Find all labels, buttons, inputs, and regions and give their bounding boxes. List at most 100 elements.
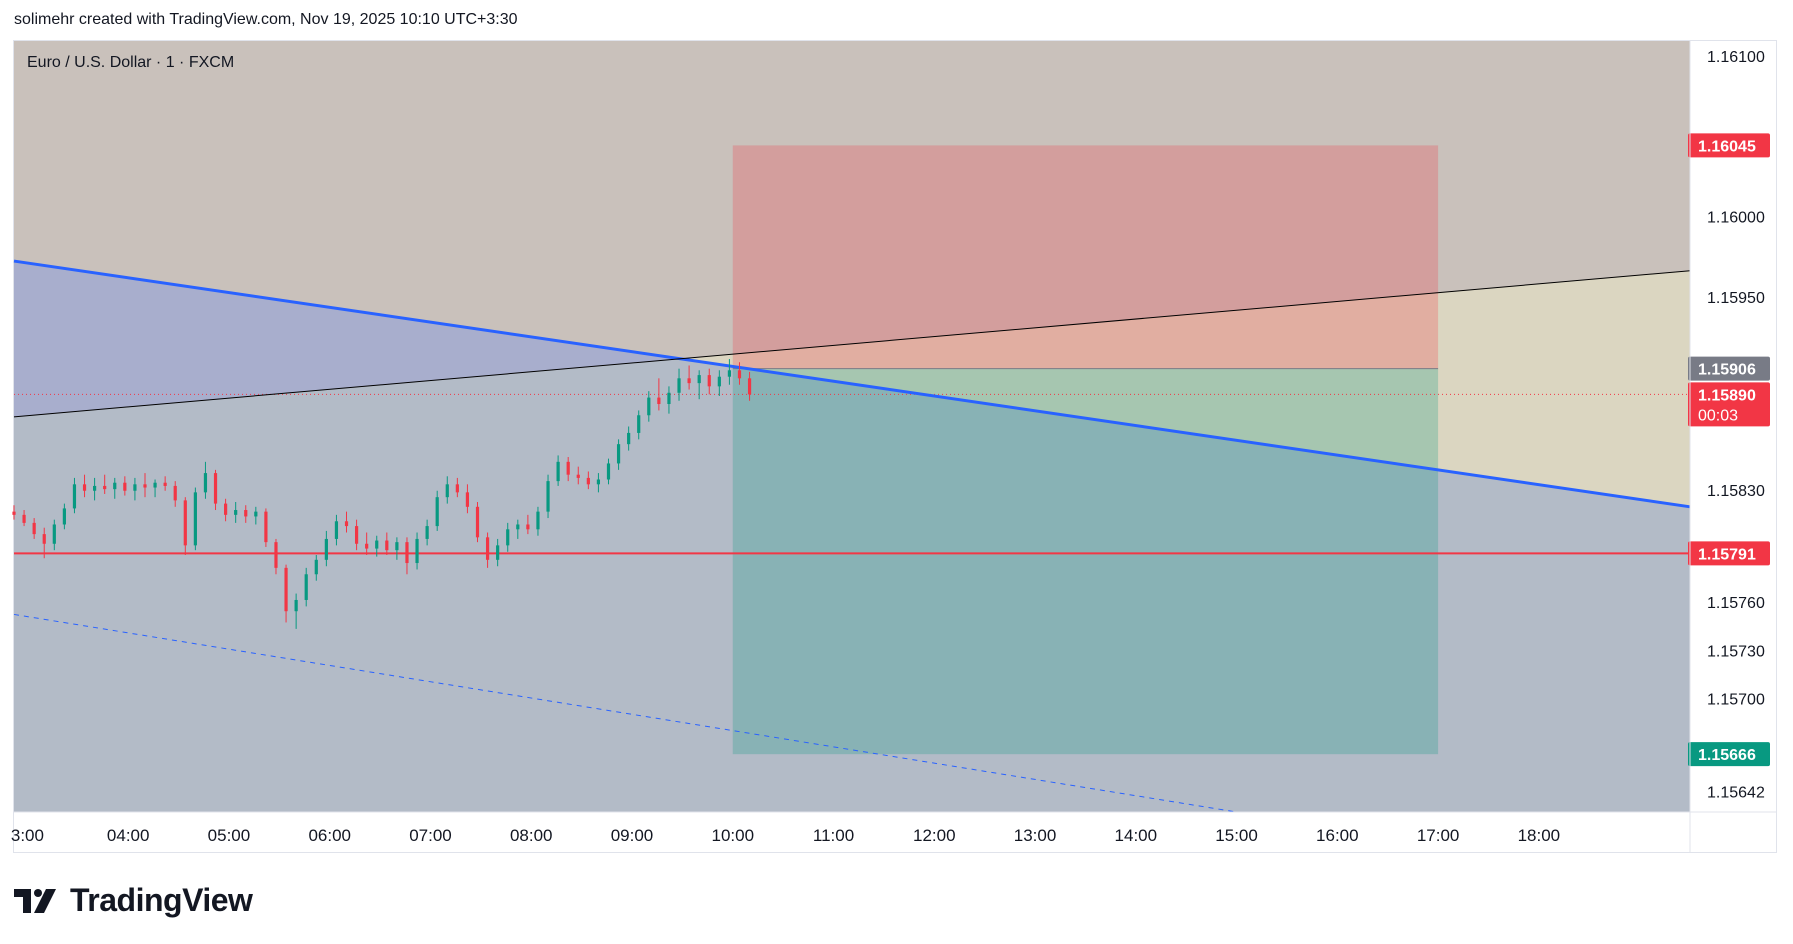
candle-body (747, 378, 752, 395)
time-tick-label: 05:00 (208, 826, 251, 845)
candle-body (72, 484, 77, 509)
candle-body (143, 484, 147, 488)
candle (425, 519, 429, 546)
candle (254, 506, 258, 525)
candle (586, 471, 590, 490)
dashed-parallel (13, 613, 1237, 813)
price-tick-label: 1.16100 (1707, 49, 1765, 66)
candle (153, 479, 157, 498)
candle-body (123, 482, 127, 491)
candle-body (556, 461, 560, 482)
stop-loss-zone (732, 145, 1439, 369)
candle-body (586, 477, 590, 485)
candle (103, 474, 107, 494)
candle-body (163, 482, 167, 486)
candle (697, 370, 701, 400)
time-tick-label: 13:00 (1014, 826, 1057, 845)
time-tick-label: 17:00 (1417, 826, 1460, 845)
candle-body (32, 522, 36, 535)
candle-body (546, 481, 550, 512)
symbol-legend[interactable]: Euro / U.S. Dollar · 1 · FXCM (27, 54, 235, 71)
candle (234, 501, 238, 523)
price-axis-badge-value: 1.15791 (1698, 546, 1756, 563)
candle (93, 477, 97, 501)
candle-body (445, 484, 449, 498)
price-axis-badge-bg (1688, 356, 1770, 381)
chart-frame (13, 40, 1777, 853)
candle (173, 481, 177, 507)
candle (123, 476, 127, 496)
candle-body (516, 524, 520, 530)
candle-body (274, 542, 278, 568)
lower-zone (14, 261, 1690, 812)
candle-body (677, 378, 681, 393)
candle (637, 410, 641, 440)
candle (445, 476, 449, 504)
candle (405, 537, 409, 575)
candle (213, 469, 218, 511)
candle-body (12, 511, 16, 515)
take-profit-zone (732, 368, 1439, 755)
price-axis-badge: 1.15791 (1688, 541, 1770, 566)
price-tick-label: 1.15730 (1707, 643, 1765, 660)
candle (133, 477, 137, 501)
price-axis-badge: 1.15906 (1688, 356, 1770, 381)
candle (435, 490, 439, 531)
candle-body (354, 526, 359, 544)
candle-body (385, 540, 389, 551)
candle (667, 386, 671, 414)
candle (556, 455, 560, 486)
candle (375, 535, 379, 557)
time-tick-label: 04:00 (107, 826, 150, 845)
candle-body (435, 497, 439, 527)
candle-body (475, 506, 480, 538)
tradingview-logo-icon (14, 888, 56, 913)
price-axis-badge-value: 1.15666 (1698, 747, 1756, 764)
candle-body (314, 559, 318, 575)
candle-body (667, 392, 671, 405)
candle-body (606, 463, 611, 480)
candle (334, 514, 339, 546)
candle-body (707, 375, 711, 387)
price-axis-badge-value: 1.15906 (1698, 362, 1756, 379)
candle (627, 426, 631, 451)
candle (344, 511, 349, 533)
price-axis-badge: 1.16045 (1688, 133, 1770, 158)
descending-trendline (13, 259, 1691, 509)
candle-body (717, 376, 721, 387)
candle-body (213, 473, 218, 504)
candle-body (506, 529, 510, 546)
candle-body (596, 479, 601, 485)
price-tick-label: 1.15642 (1707, 785, 1765, 802)
candle (385, 532, 389, 555)
time-tick-label: 11:00 (813, 826, 854, 845)
drawings-layer (13, 259, 1691, 813)
candle (22, 510, 26, 527)
candle (516, 519, 520, 539)
candle (72, 477, 77, 514)
candle (113, 477, 117, 499)
ascending-line (13, 270, 1691, 418)
time-tick-label: 07:00 (409, 826, 452, 845)
candle (737, 362, 742, 385)
candle-body (687, 378, 691, 384)
candle-body (697, 375, 701, 384)
candle-body (727, 370, 732, 377)
price-axis-badge: 1.15666 (1688, 742, 1770, 767)
candle (687, 365, 691, 390)
candle-body (647, 397, 651, 416)
tradingview-logo[interactable]: TradingView (14, 882, 253, 919)
candle-body (22, 514, 26, 523)
price-axis-badge-bg (1688, 742, 1770, 767)
price-tick-label: 1.15830 (1707, 483, 1765, 500)
candle (526, 514, 530, 535)
candle (485, 532, 490, 568)
candle-body (244, 510, 248, 517)
candle-body (415, 538, 419, 564)
candle (496, 538, 500, 567)
candle (717, 370, 721, 396)
candle (82, 474, 87, 498)
chart-credit: solimehr created with TradingView.com, N… (14, 11, 518, 28)
candle-body (365, 543, 369, 549)
